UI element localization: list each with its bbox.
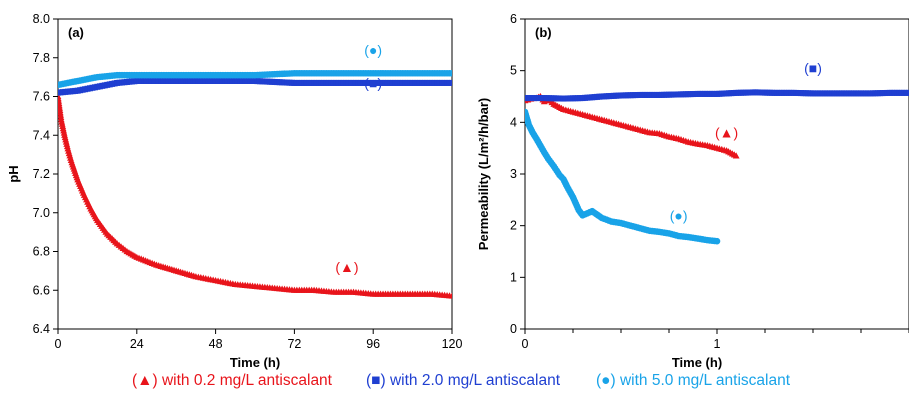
legend-item-2-0-mg-l: (■) with 2.0 mg/L antiscalant: [366, 372, 561, 389]
series-annotation: (●): [364, 42, 382, 58]
x-tick-label: 0: [55, 337, 62, 351]
plot-frame: [524, 18, 909, 330]
y-tick-label: 6.4: [33, 322, 50, 336]
x-tick-label: 120: [442, 337, 463, 351]
y-tick-label: 4: [510, 115, 517, 129]
data-point: [713, 237, 721, 245]
plot-frame: [57, 18, 453, 330]
y-tick-label: 8.0: [33, 12, 50, 26]
y-tick-label: 6.8: [33, 245, 50, 259]
series-annotation: (●): [670, 207, 688, 223]
y-tick-label: 6.6: [33, 283, 50, 297]
series-annotation: (■): [364, 75, 382, 91]
panel-a-ph-chart: 6.4 6.6 6.8 7.0 7.2 7.4 7.6 7.8 8.0 0 24 48 72 96 120 T…: [6, 12, 462, 370]
y-tick-label: 7.2: [33, 167, 50, 181]
y-tick-label: 7.4: [33, 128, 50, 142]
y-axis-label: Permeability (L/m²/h/bar): [476, 98, 491, 250]
y-tick-label: 7.6: [33, 90, 50, 104]
data-point: [732, 152, 740, 159]
panel-b-permeability-chart: 0 1 2 3 4 5 6 0 1 Time (h) Permeability (L/m²/h/ba…: [476, 12, 909, 370]
y-tick-label: 3: [510, 167, 517, 181]
legend-item-5-0-mg-l: (●) with 5.0 mg/L antiscalant: [596, 372, 791, 389]
x-tick-label: 1: [714, 337, 721, 351]
panel-label: (b): [535, 25, 552, 40]
y-axis-label: pH: [6, 165, 21, 182]
series-2: [58, 69, 452, 89]
y-tick-label: 5: [510, 64, 517, 78]
y-tick-label: 7.8: [33, 51, 50, 65]
x-tick-label: 48: [209, 337, 223, 351]
panel-label: (a): [68, 25, 84, 40]
y-tick-label: 1: [510, 270, 517, 284]
x-tick-label: 72: [287, 337, 301, 351]
series-annotation: (■): [804, 60, 822, 76]
series-0: [58, 92, 452, 299]
legend: (▲) with 0.2 mg/L antiscalant (■) with 2…: [0, 372, 909, 394]
series-1: [525, 89, 909, 102]
series-0: [525, 92, 740, 159]
figure: 6.46.66.87.07.27.47.67.88.00 24 48 72 96 120T…: [6, 12, 909, 370]
y-tick-label: 7.0: [33, 206, 50, 220]
series-annotation: (▲): [335, 259, 358, 275]
legend-item-0-2-mg-l: (▲) with 0.2 mg/L antiscalant: [132, 372, 332, 389]
y-tick-label: 6: [510, 12, 517, 26]
data-point: [448, 69, 452, 77]
x-tick-label: 96: [366, 337, 380, 351]
x-axis-label: Time (h): [672, 355, 722, 370]
series-1: [58, 78, 452, 96]
series-2: [525, 108, 721, 245]
y-tick-label: 2: [510, 219, 517, 233]
x-tick-label: 24: [130, 337, 144, 351]
x-tick-label: 0: [522, 337, 529, 351]
series-annotation: (▲): [715, 125, 738, 141]
data-point: [448, 292, 452, 299]
y-tick-label: 0: [510, 322, 517, 336]
data-point: [449, 79, 452, 86]
x-axis-label: Time (h): [230, 355, 280, 370]
data-point: [906, 89, 909, 96]
